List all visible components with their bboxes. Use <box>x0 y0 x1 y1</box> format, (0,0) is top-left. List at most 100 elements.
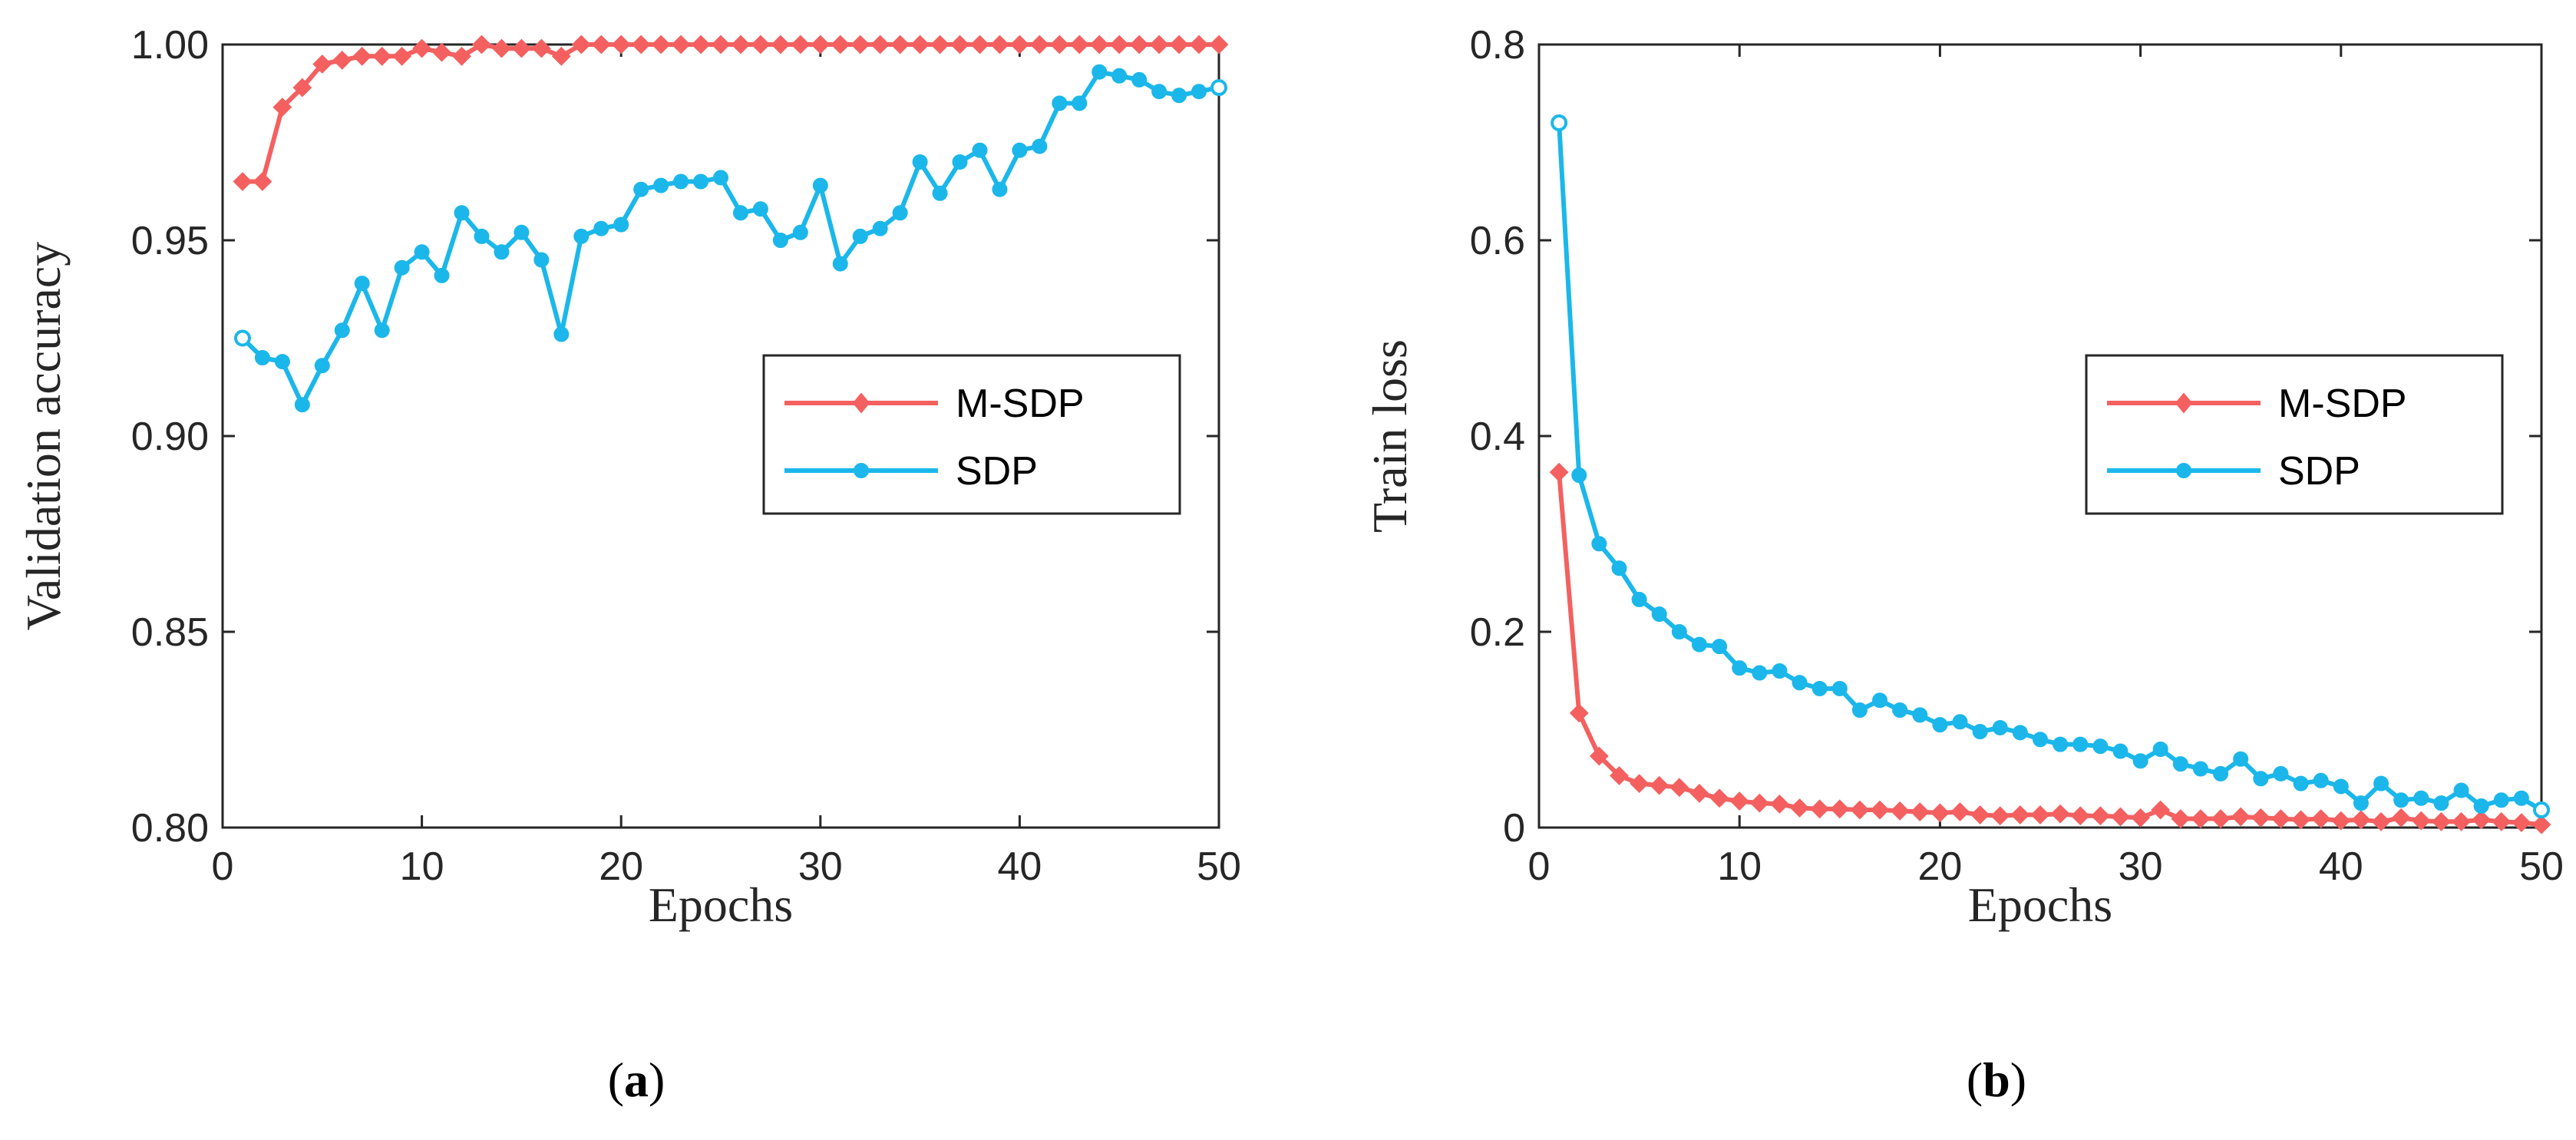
panel-b-y-tick-label: 0.4 <box>1470 415 1525 459</box>
panel-b-point-sdp <box>2493 792 2509 808</box>
panel-b-point-sdp <box>2132 753 2148 769</box>
panel-a-x-tick-label: 50 <box>1197 844 1241 889</box>
panel-b-point-sdp <box>2033 732 2048 748</box>
panel-a-ticks: 0 10 20 30 40 50 0.80 0.85 0.90 0.95 1.00 <box>131 23 1241 889</box>
panel-a-point-sdp <box>573 228 590 244</box>
panel-a-point-sdp <box>374 322 390 339</box>
panel-b-point-sdp <box>1691 636 1707 653</box>
panel-b-point-m-sdp <box>2291 810 2310 830</box>
panel-a-point-sdp <box>872 220 888 236</box>
panel-a-x-tick-label: 10 <box>400 844 444 889</box>
panel-a-point-m-sdp <box>292 78 312 97</box>
panel-b-point-m-sdp <box>2391 808 2411 828</box>
panel-a-point-sdp <box>912 154 928 170</box>
panel-b-y-tick-label: 0 <box>1503 806 1525 851</box>
panel-a-point-sdp <box>514 224 530 240</box>
panel-a-point-sdp <box>792 224 808 240</box>
panel-a-point-sdp <box>932 185 948 201</box>
panel-a-point-m-sdp <box>850 35 870 55</box>
panel-b-point-sdp <box>2213 765 2229 781</box>
panel-b-point-m-sdp <box>2191 809 2211 828</box>
panel-a-point-m-sdp <box>352 46 372 66</box>
panel-a-series <box>233 35 1229 413</box>
panel-a-point-sdp <box>414 244 430 260</box>
panel-b-point-m-sdp <box>1549 462 1569 482</box>
panel-a-point-m-sdp <box>1069 35 1089 55</box>
panel-a-point-m-sdp <box>312 55 332 74</box>
panel-a-point-m-sdp <box>910 35 930 55</box>
panel-b-point-sdp <box>1952 714 1968 730</box>
panel-b-point-m-sdp <box>1930 803 1950 823</box>
panel-a-point-sdp <box>294 397 310 413</box>
panel-a-point-m-sdp <box>1189 35 1209 55</box>
panel-b-point-sdp <box>2473 798 2489 814</box>
panel-b-point-m-sdp <box>1970 805 1990 824</box>
panel-b-point-m-sdp <box>1870 800 1890 820</box>
panel-a-point-m-sdp <box>511 38 531 58</box>
panel-a-point-sdp <box>852 228 868 244</box>
panel-b-x-axis-label: Epochs <box>1968 877 2112 932</box>
panel-a-point-sdp <box>254 350 270 365</box>
panel-b-point-sdp <box>1912 707 1928 723</box>
panel-a-point-sdp <box>274 354 290 370</box>
panel-a-point-m-sdp <box>950 35 969 55</box>
panel-a-point-m-sdp <box>392 46 412 66</box>
panel-a-point-m-sdp <box>811 35 831 55</box>
panel-b-point-m-sdp <box>1990 806 2010 826</box>
panel-a-point-sdp <box>354 276 370 292</box>
panel-a-legend-marker-sdp <box>854 463 869 478</box>
panel-b-point-m-sdp <box>2371 811 2391 831</box>
panel-a-legend-marker-m-sdp <box>852 392 870 414</box>
panel-a-point-sdp <box>494 244 510 260</box>
panel-a-point-sdp <box>233 329 251 347</box>
panel-a-point-m-sdp <box>611 35 631 55</box>
panel-a-point-sdp <box>713 170 728 186</box>
panel-b-y-tick-label: 0.6 <box>1470 219 1525 263</box>
panel-b-point-sdp <box>2012 725 2028 741</box>
panel-a-point-sdp <box>752 201 768 217</box>
panel-b-point-sdp <box>1591 536 1607 552</box>
panel-b-legend-box <box>2085 354 2504 515</box>
panel-b-point-sdp <box>2393 792 2409 808</box>
panel-a-point-sdp <box>1210 79 1227 97</box>
panel-a-label-open: ( <box>608 1052 624 1107</box>
panel-b-point-sdp <box>1752 665 1768 681</box>
panel-a-point-sdp <box>434 267 450 283</box>
panel-b-point-m-sdp <box>1630 774 1650 794</box>
panel-a-point-m-sdp <box>1089 35 1109 55</box>
panel-b-ticks: 0 10 20 30 40 50 0 0.2 0.4 0.6 0.8 <box>1470 23 2564 889</box>
panel-a-point-sdp <box>812 177 828 193</box>
panel-a-point-m-sdp <box>571 35 591 55</box>
panel-a-point-sdp <box>553 326 570 342</box>
panel-a-point-sdp <box>1131 71 1148 88</box>
panel-a-point-m-sdp <box>233 172 253 191</box>
panel-a-point-m-sdp <box>531 38 551 58</box>
panel-b-legend-label-m-sdp: M-SDP <box>2278 382 2407 426</box>
panel-a-point-m-sdp <box>1149 35 1169 55</box>
panel-b-point-m-sdp <box>1770 794 1789 814</box>
panel-a-chart: 0 10 20 30 40 50 0.80 0.85 0.90 0.95 1.00 Epochs V… <box>16 23 1241 932</box>
panel-a-label: (a) <box>608 1052 665 1107</box>
panel-a-point-m-sdp <box>492 38 511 58</box>
panel-a-x-tick-label: 30 <box>798 844 843 889</box>
panel-a-point-m-sdp <box>332 50 352 70</box>
panel-b-point-m-sdp <box>2131 808 2151 828</box>
panel-b-point-m-sdp <box>1709 788 1729 808</box>
panel-a-point-m-sdp <box>771 35 791 55</box>
panel-b-point-m-sdp <box>1749 793 1769 813</box>
panel-b-legend-marker-sdp <box>2176 463 2191 478</box>
panel-a-point-sdp <box>593 220 609 236</box>
panel-a-point-m-sdp <box>1029 35 1049 55</box>
panel-b-y-tick-label: 0.8 <box>1470 23 1525 68</box>
panel-b-point-m-sdp <box>1729 791 1749 811</box>
panel-b-point-sdp <box>1571 468 1587 483</box>
panel-b-point-m-sdp <box>1850 800 1870 820</box>
panel-a-point-sdp <box>1171 88 1187 104</box>
panel-b-point-m-sdp <box>2492 811 2512 831</box>
panel-b-point-sdp <box>1631 591 1647 607</box>
panel-a-point-m-sdp <box>1109 35 1129 55</box>
panel-b-point-sdp <box>2092 739 2109 755</box>
panel-a-label-close: ) <box>649 1052 665 1107</box>
panel-b-point-m-sdp <box>2512 813 2531 833</box>
panel-a-point-sdp <box>1151 84 1167 100</box>
